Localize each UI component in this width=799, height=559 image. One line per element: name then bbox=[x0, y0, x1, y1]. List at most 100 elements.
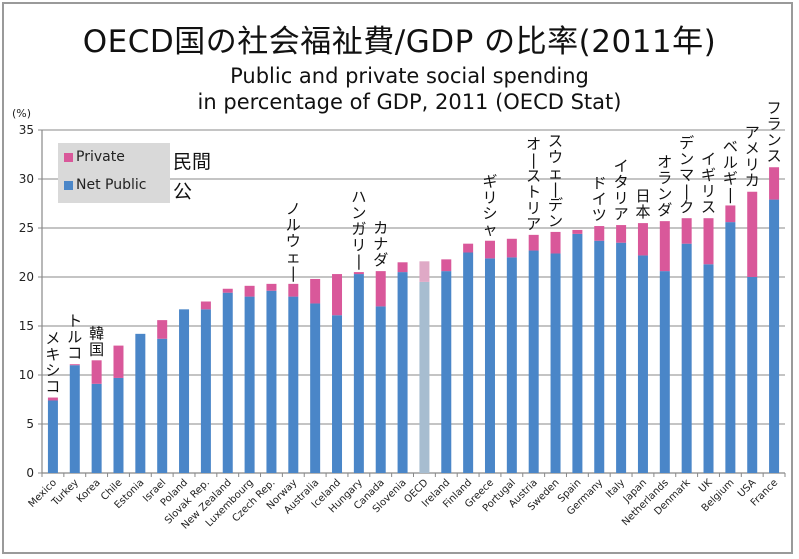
bar-annotation-char: コ bbox=[45, 378, 60, 396]
bar-annotation-char: ス bbox=[548, 132, 563, 150]
bar-private bbox=[69, 364, 80, 366]
bar-annotation-char: ダ bbox=[373, 251, 388, 269]
bar-private bbox=[616, 225, 627, 243]
bar-private bbox=[222, 288, 233, 293]
bar-annotation-char: ギ bbox=[482, 173, 497, 191]
bar-private bbox=[419, 261, 430, 282]
bar-annotation-char: キ bbox=[45, 346, 60, 364]
bar-annotation-char: ダ bbox=[657, 201, 672, 219]
bar-private bbox=[681, 218, 692, 244]
legend-jp-public: 公 bbox=[173, 181, 193, 203]
bar-annotation-char: ク bbox=[679, 198, 694, 216]
bar-annotation-jp: オ|ストリア bbox=[526, 135, 541, 233]
bar-net-public bbox=[47, 400, 58, 473]
bar-annotation-char: ン bbox=[767, 131, 782, 149]
bar-net-public bbox=[747, 277, 758, 473]
bar-private bbox=[157, 320, 168, 339]
bar-annotation-char: イ bbox=[701, 150, 716, 168]
bar-annotation-char: フ bbox=[767, 99, 782, 117]
bar-private bbox=[528, 234, 539, 251]
bar-annotation-char: 国 bbox=[89, 340, 104, 358]
bar-net-public bbox=[616, 242, 627, 473]
bar-net-public bbox=[135, 333, 146, 473]
bar-annotation-char: ア bbox=[745, 124, 760, 142]
bar-annotation-char: | bbox=[356, 252, 361, 270]
y-tick-label: 30 bbox=[19, 172, 34, 186]
bar-net-public bbox=[769, 199, 780, 473]
bar-annotation-char: | bbox=[291, 264, 296, 282]
y-tick-label: 5 bbox=[26, 417, 34, 431]
bar-net-public bbox=[113, 377, 124, 473]
bar-annotation-char: リ bbox=[482, 189, 497, 207]
bar-private bbox=[47, 397, 58, 401]
bar-annotation-jp: 韓国 bbox=[89, 324, 104, 358]
x-category-label: Korea bbox=[75, 477, 103, 505]
bar-net-public bbox=[703, 264, 714, 473]
bar-annotation-char: ス bbox=[767, 147, 782, 165]
bar-annotation-jp: オランダ bbox=[657, 153, 672, 219]
bar-annotation-char: ア bbox=[526, 215, 541, 233]
bar-net-public bbox=[506, 257, 517, 473]
bar-annotation-jp: メキシコ bbox=[45, 330, 60, 396]
bar-annotation-jp: デンマ|ク bbox=[679, 134, 694, 216]
legend-item-private: Private bbox=[64, 149, 125, 165]
bar-private bbox=[506, 238, 517, 258]
bar-private bbox=[484, 240, 495, 259]
bar-private bbox=[397, 262, 408, 273]
bar-annotation-char: ル bbox=[723, 153, 738, 171]
bar-annotation-char: ル bbox=[286, 216, 301, 234]
legend-swatch-private bbox=[64, 152, 73, 162]
bar-private bbox=[550, 231, 561, 254]
y-tick-label: 20 bbox=[19, 270, 34, 284]
bar-private bbox=[747, 191, 758, 277]
bar-annotation-char: リ bbox=[745, 156, 760, 174]
bar-net-public bbox=[659, 271, 670, 473]
chart-subtitle-line-2: in percentage of GDP, 2011 (OECD Stat) bbox=[197, 90, 622, 114]
y-tick-label: 15 bbox=[19, 319, 34, 333]
bar-net-public bbox=[353, 274, 364, 473]
bar-annotation-char: ウ bbox=[548, 148, 563, 166]
bar-annotation-char: ツ bbox=[592, 206, 607, 224]
bar-private bbox=[463, 243, 474, 253]
bar-annotation-char: コ bbox=[67, 344, 82, 362]
bar-annotation-jp: ノルウェ| bbox=[286, 200, 301, 282]
legend-jp-private: 民間 bbox=[173, 151, 212, 173]
bar-annotation-char: ベ bbox=[723, 137, 738, 155]
bar-private bbox=[375, 271, 386, 307]
bar-annotation-jp: アメリカ bbox=[745, 124, 760, 190]
bar-net-public bbox=[375, 306, 386, 473]
bar-net-public bbox=[288, 296, 299, 473]
bar-net-public bbox=[463, 252, 474, 473]
bar-annotation-char: ラ bbox=[657, 169, 672, 187]
bar-annotation-char: ス bbox=[526, 167, 541, 185]
bar-annotation-char: オ bbox=[526, 135, 541, 153]
bar-net-public bbox=[200, 309, 211, 473]
bar-private bbox=[244, 285, 255, 297]
y-tick-label: 10 bbox=[19, 368, 34, 382]
bar-annotation-char: ェ bbox=[548, 164, 563, 182]
bar-private bbox=[332, 274, 343, 316]
x-category-label: UK bbox=[697, 477, 715, 495]
bar-net-public bbox=[550, 253, 561, 473]
bar-net-public bbox=[69, 365, 80, 473]
bar-annotation-char: ラ bbox=[767, 115, 782, 133]
bar-private bbox=[725, 205, 736, 223]
bar-annotation-jp: カナダ bbox=[373, 219, 388, 269]
bar-private bbox=[637, 223, 648, 256]
bar-annotation-char: ガ bbox=[351, 220, 366, 238]
bar-annotation-jp: 日本 bbox=[635, 187, 650, 221]
bar-annotation-char: ト bbox=[67, 312, 82, 330]
bar-annotation-char: リ bbox=[701, 182, 716, 200]
bar-annotation-jp: トルコ bbox=[67, 312, 82, 362]
bar-net-public bbox=[266, 290, 277, 473]
bar-private bbox=[594, 226, 605, 241]
bar-annotation-char: 本 bbox=[635, 203, 650, 221]
chart-subtitle-line-1: Public and private social spending bbox=[230, 64, 589, 88]
bar-private bbox=[266, 283, 277, 291]
bar-net-public bbox=[179, 309, 190, 473]
bar-annotation-jp: フランス bbox=[767, 99, 782, 165]
bar-annotation-char: ャ bbox=[482, 221, 497, 239]
bar-annotation-jp: ベルギ| bbox=[723, 137, 738, 203]
bar-net-public bbox=[244, 296, 255, 473]
